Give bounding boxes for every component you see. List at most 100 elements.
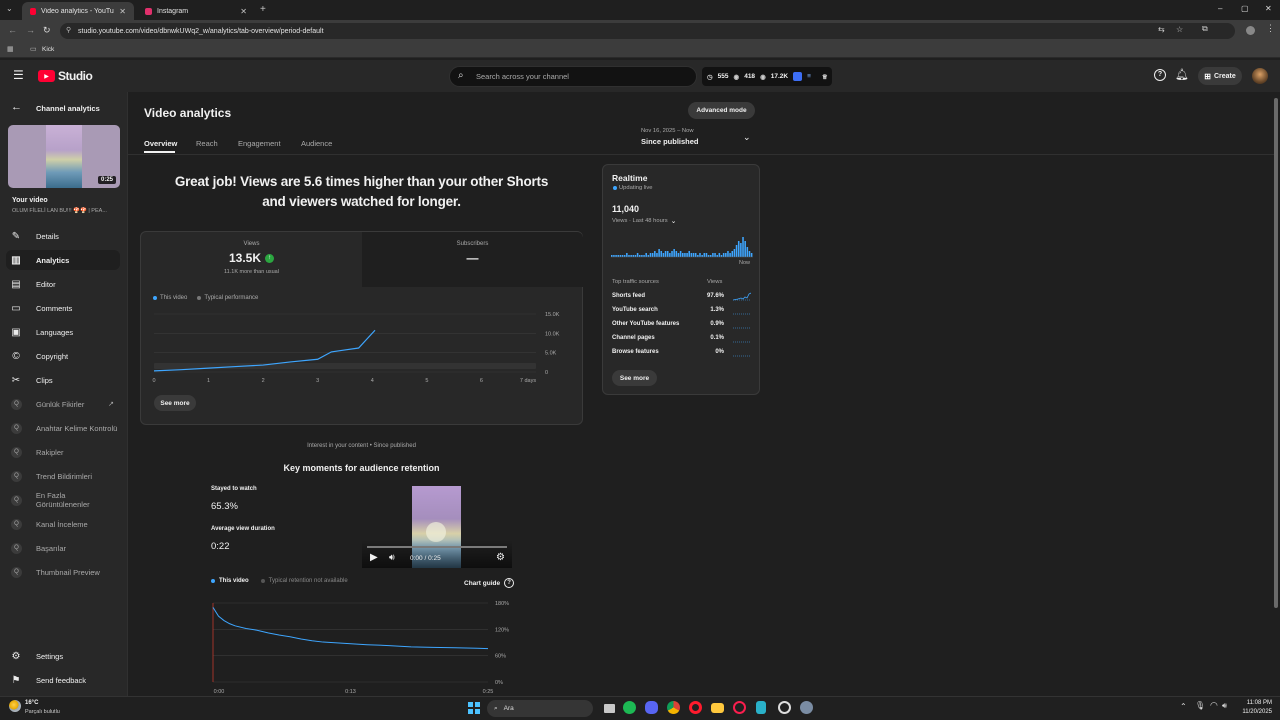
- back-arrow-icon[interactable]: ←: [11, 101, 22, 113]
- player-progress-bar[interactable]: [367, 546, 507, 548]
- taskbar-discord-icon[interactable]: [645, 701, 658, 714]
- volume-icon[interactable]: 🔊︎: [389, 552, 395, 562]
- see-more-button[interactable]: See more: [154, 395, 196, 411]
- clock-date[interactable]: 11/20/2025: [1242, 709, 1272, 715]
- taskbar-spotify-icon[interactable]: [623, 701, 636, 714]
- taskbar-file-explorer-icon[interactable]: [604, 704, 615, 713]
- taskbar-folder-icon[interactable]: [711, 703, 724, 713]
- channel-analytics-link[interactable]: Channel analytics: [36, 104, 100, 113]
- advanced-mode-button[interactable]: Advanced mode: [688, 102, 755, 119]
- sidebar-item-clips[interactable]: ✂ Clips: [6, 370, 120, 390]
- realtime-range-dropdown[interactable]: Views · Last 48 hours ⌄: [612, 217, 677, 225]
- sidebar-item-gunluk-fikirler[interactable]: Q Günlük Fikirler ↗: [6, 394, 120, 414]
- tab-reach[interactable]: Reach: [196, 139, 218, 148]
- maximize-icon[interactable]: ▢: [1241, 4, 1249, 13]
- taskbar-notepad-icon[interactable]: [756, 701, 766, 714]
- taskbar-chrome-icon[interactable]: [667, 701, 680, 714]
- sidebar-item-feedback[interactable]: ⚑ Send feedback: [6, 670, 120, 690]
- url-field[interactable]: ⚲ studio.youtube.com/video/dbnwkUWq2_w/a…: [60, 23, 1235, 39]
- extensions-icon[interactable]: ⧉: [1202, 24, 1208, 33]
- sidebar-item-thumbnail-preview[interactable]: Q Thumbnail Preview: [6, 562, 120, 582]
- microphone-icon[interactable]: 🎙︎: [1195, 701, 1206, 710]
- y-tick-label: 0%: [495, 680, 503, 686]
- realtime-bar: [740, 243, 742, 257]
- translate-icon[interactable]: ⇆: [1158, 25, 1165, 34]
- site-info-icon[interactable]: ⚲: [66, 27, 72, 34]
- sidebar-item-basarilar[interactable]: Q Başarılar: [6, 538, 120, 558]
- chevron-up-icon[interactable]: ⌃: [1180, 702, 1187, 711]
- realtime-see-more-button[interactable]: See more: [612, 370, 657, 386]
- browser-menu-icon[interactable]: ⋮: [1266, 23, 1275, 33]
- retention-chart[interactable]: 0% 60% 120% 180% 0:00 0:13 0:25: [205, 596, 515, 696]
- minimize-icon[interactable]: –: [1218, 4, 1223, 13]
- bookmark-kick[interactable]: Kick: [42, 46, 55, 53]
- page-scrollbar[interactable]: [1274, 98, 1278, 608]
- tab-engagement[interactable]: Engagement: [238, 139, 281, 148]
- forward-icon[interactable]: →: [26, 25, 35, 35]
- sidebar-item-label: Rakipler: [36, 447, 64, 457]
- new-tab-icon[interactable]: +: [260, 4, 266, 15]
- sidebar-item-settings[interactable]: ⚙ Settings: [6, 646, 120, 666]
- subscribers-metric[interactable]: Subscribers —: [362, 232, 583, 287]
- views-metric[interactable]: Views 13.5K ↑ 11.1K more than usual: [141, 232, 362, 287]
- realtime-bar: [692, 253, 695, 257]
- pencil-icon: ✎: [11, 230, 21, 242]
- tab-overview[interactable]: Overview: [144, 139, 178, 148]
- views-chart[interactable]: 0 5.0K 10.0K 15.0K 0 1 2 3 4 5 6 7 days: [141, 302, 584, 387]
- reload-icon[interactable]: ↻: [43, 25, 51, 35]
- tab-video-analytics[interactable]: Video analytics - YouTube Studi ✕: [22, 2, 134, 20]
- retention-legend: This video Typical retention not availab…: [211, 578, 348, 584]
- sidebar-item-en-fazla[interactable]: Q En Fazla Görüntülenenler: [6, 490, 120, 510]
- taskbar-app-icon[interactable]: [778, 701, 791, 714]
- sidebar-item-anahtar-kelime[interactable]: Q Anahtar Kelime Kontrolü: [6, 418, 120, 438]
- channel-stats-widget[interactable]: ◷ 555 ◉ 418 ◉ 17.2K ≡ ♕: [702, 67, 832, 86]
- sidebar-item-editor[interactable]: ▤ Editor: [6, 274, 120, 294]
- video-thumbnail[interactable]: 0:25: [8, 125, 120, 188]
- profile-avatar[interactable]: [1246, 26, 1255, 35]
- close-tab-icon[interactable]: ✕: [119, 6, 126, 16]
- sidebar-item-languages[interactable]: ▣ Languages: [6, 322, 120, 342]
- windows-start-icon[interactable]: [468, 702, 480, 714]
- bookmark-star-icon[interactable]: ☆: [1176, 25, 1184, 34]
- taskbar-search[interactable]: ⌕ Ara: [487, 700, 593, 717]
- studio-logo[interactable]: ▶ Studio: [38, 69, 93, 83]
- sidebar-item-label: Send feedback: [36, 675, 87, 685]
- taskbar-settings-icon[interactable]: [800, 701, 813, 714]
- sidebar-item-kanal-inceleme[interactable]: Q Kanal İnceleme: [6, 514, 120, 534]
- speaker-icon[interactable]: 🔊︎: [1222, 701, 1228, 710]
- retention-legend-typical: Typical retention not available: [268, 578, 348, 584]
- taskbar-opera-gx-icon[interactable]: [733, 701, 746, 714]
- wifi-icon[interactable]: ◠: [1210, 700, 1218, 710]
- player-settings-icon[interactable]: ⚙: [496, 552, 505, 563]
- apps-grid-icon[interactable]: ▦: [7, 46, 14, 53]
- account-avatar[interactable]: [1252, 68, 1268, 84]
- realtime-bar-chart[interactable]: [611, 235, 753, 259]
- sidebar-item-trend-bildirimleri[interactable]: Q Trend Bildirimleri: [6, 466, 120, 486]
- close-window-icon[interactable]: ✕: [1265, 4, 1272, 13]
- sidebar-item-label: Kanal İnceleme: [36, 519, 88, 529]
- chart-guide-link[interactable]: Chart guide ?: [464, 578, 515, 588]
- tab-menu-icon[interactable]: ⌄: [6, 4, 13, 13]
- sidebar-item-copyright[interactable]: © Copyright: [6, 346, 120, 366]
- hamburger-menu-icon[interactable]: ☰: [13, 68, 24, 82]
- traffic-source-sparkline: [733, 327, 751, 329]
- realtime-bar: [617, 255, 620, 257]
- channel-search-input[interactable]: ⌕ Search across your channel: [449, 66, 697, 87]
- tab-instagram[interactable]: Instagram ✕: [137, 2, 255, 20]
- tab-audience[interactable]: Audience: [301, 139, 333, 148]
- clock-time[interactable]: 11:08 PM: [1246, 700, 1272, 706]
- notifications-bell-icon[interactable]: 🔔︎: [1175, 69, 1189, 81]
- play-icon[interactable]: ▶: [370, 552, 378, 563]
- sidebar-item-details[interactable]: ✎ Details: [6, 226, 120, 246]
- close-tab-icon[interactable]: ✕: [240, 6, 247, 16]
- create-button[interactable]: ⊞ Create: [1198, 67, 1242, 85]
- realtime-bar: [712, 253, 714, 257]
- sidebar-item-comments[interactable]: ▭ Comments: [6, 298, 120, 318]
- period-selector[interactable]: Nov 16, 2025 – Now Since published ⌄: [640, 127, 756, 149]
- period-range: Nov 16, 2025 – Now: [641, 128, 694, 134]
- taskbar-opera-icon[interactable]: [689, 701, 702, 714]
- sidebar-item-analytics[interactable]: ▥ Analytics: [6, 250, 120, 270]
- back-icon[interactable]: ←: [8, 25, 17, 35]
- sidebar-item-rakipler[interactable]: Q Rakipler: [6, 442, 120, 462]
- help-icon[interactable]: ?: [1154, 69, 1166, 81]
